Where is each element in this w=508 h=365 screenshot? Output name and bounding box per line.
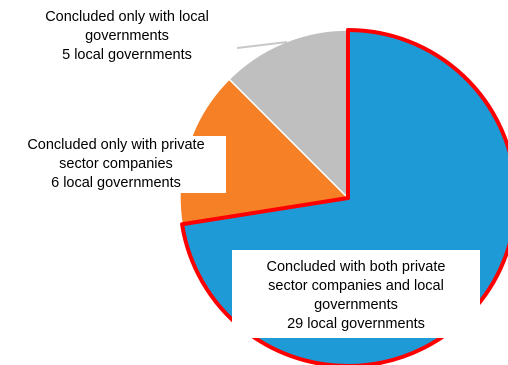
slice-label-both: Concluded with both private sector compa…: [232, 250, 480, 338]
label-line: sector companies: [59, 156, 173, 172]
label-line: Concluded only with private: [27, 137, 205, 153]
value-label: 29 local governments: [287, 316, 425, 332]
value-label: 5 local governments: [62, 47, 192, 63]
value-label: 6 local governments: [51, 175, 181, 191]
slice-label-local-only: Concluded only with local governments 5 …: [22, 8, 232, 65]
leader-line: [236, 41, 288, 49]
label-line: sector companies and local: [268, 278, 444, 294]
label-line: governments: [314, 297, 398, 313]
label-line: Concluded only with local: [45, 9, 209, 25]
label-line: Concluded with both private: [266, 259, 446, 275]
label-line: governments: [85, 28, 169, 44]
slice-label-private-only: Concluded only with private sector compa…: [6, 136, 226, 193]
